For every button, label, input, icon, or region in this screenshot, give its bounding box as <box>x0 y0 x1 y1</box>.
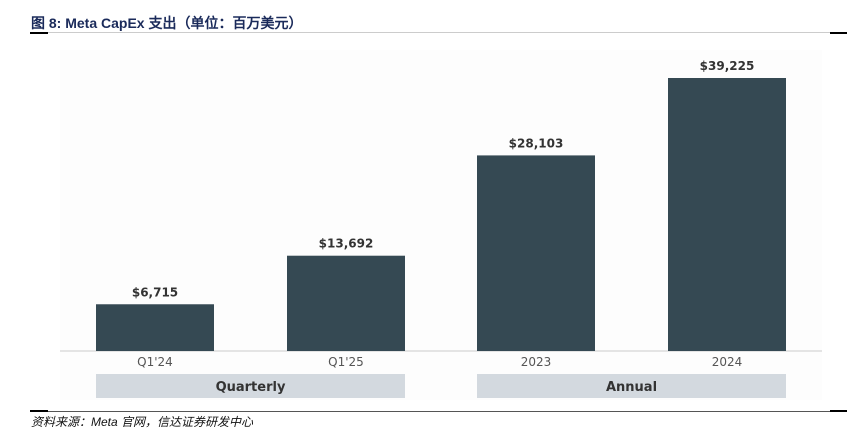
bottom-rule-left-mark <box>30 410 48 412</box>
group-label: Annual <box>606 380 657 395</box>
data-label: $6,715 <box>132 285 178 299</box>
bottom-rule-right-mark <box>830 410 847 412</box>
data-label: $39,225 <box>700 59 755 73</box>
top-rule <box>31 32 833 33</box>
top-rule-left-mark <box>30 32 48 34</box>
source-note: 资料来源：Meta 官网，信达证券研发中心 <box>31 415 254 429</box>
bar-Q1'25 <box>287 255 405 351</box>
bar-2023 <box>477 155 595 351</box>
figure-title: 图 8: Meta CapEx 支出（单位：百万美元） <box>31 15 303 31</box>
top-rule-right-mark <box>830 32 847 34</box>
x-tick-label: Q1'24 <box>137 355 173 369</box>
bottom-rule <box>31 411 833 412</box>
x-tick-label: Q1'25 <box>328 355 364 369</box>
group-box-quarterly <box>96 374 405 398</box>
bar-2024 <box>668 78 786 351</box>
bar-Q1'24 <box>96 304 214 351</box>
x-tick-label: 2023 <box>521 355 552 369</box>
data-label: $28,103 <box>509 136 564 150</box>
data-label: $13,692 <box>319 237 374 251</box>
group-label: Quarterly <box>216 380 286 395</box>
x-tick-label: 2024 <box>712 355 743 369</box>
group-box-annual <box>477 374 786 398</box>
